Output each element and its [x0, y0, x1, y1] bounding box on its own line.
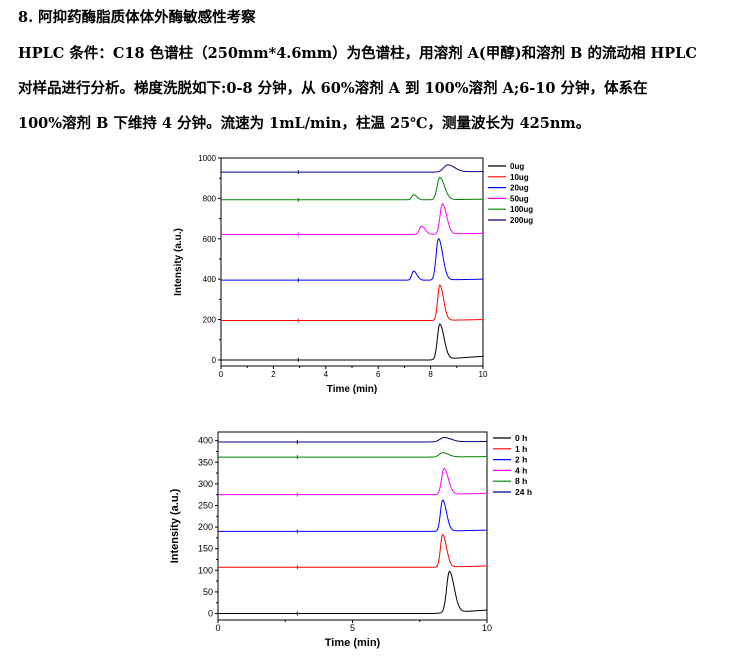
y-tick-label: 0	[212, 356, 217, 365]
x-axis-label: Time (min)	[325, 637, 381, 649]
legend-entry: 2 h	[515, 455, 527, 465]
x-tick-label: 10	[482, 623, 492, 633]
y-tick-label: 50	[203, 587, 213, 597]
legend-entry: 8 h	[515, 476, 527, 486]
series-line-24h	[218, 437, 487, 443]
chart-1: 0 2 4 6 8 10 0 200 400 600 800 1000 Time (min) Intens…	[173, 154, 533, 395]
legend-entry: 0 h	[515, 433, 527, 443]
series-line-2h	[218, 499, 488, 532]
series-line-4h	[218, 467, 488, 496]
y-tick-label: 100	[198, 565, 213, 575]
series-line-10ug	[221, 284, 484, 322]
x-axis-label: Time (min)	[327, 384, 377, 395]
y-tick-label: 0	[208, 609, 213, 619]
y-tick-label: 600	[203, 235, 217, 244]
x-tick-label: 4	[324, 370, 329, 379]
legend-entry: 24 h	[515, 487, 532, 497]
legend-entry: 0ug	[510, 162, 524, 171]
x-tick-label: 10	[479, 370, 488, 379]
legend-entry: 10ug	[510, 173, 529, 182]
y-tick-label: 300	[198, 479, 213, 489]
y-axis-label: Intensity (a.u.)	[169, 488, 181, 563]
series-line-8h	[218, 452, 488, 458]
y-tick-label: 200	[203, 316, 217, 325]
legend-entry: 50ug	[510, 194, 529, 203]
series-line-200ug	[221, 164, 484, 173]
x-tick-label: 0	[219, 370, 224, 379]
paragraph-line-1: HPLC 条件：C18 色谱柱（250mm*4.6mm）为色谱柱，用溶剂 A(甲…	[18, 45, 697, 62]
legend-entry: 100ug	[510, 205, 533, 214]
y-tick-label: 1000	[198, 154, 216, 163]
paragraph-line-2: 对样品进行分析。梯度洗脱如下:0-8 分钟，从 60%溶剂 A 到 100%溶剂…	[18, 80, 648, 97]
legend-entry: 1 h	[515, 444, 527, 454]
y-tick-label: 800	[203, 194, 217, 203]
series-line-1h	[218, 533, 488, 568]
x-tick-label: 8	[428, 370, 433, 379]
series-line-100ug	[221, 176, 483, 201]
x-tick-label: 0	[215, 623, 220, 633]
x-tick-label: 2	[271, 370, 276, 379]
y-tick-label: 400	[198, 436, 213, 446]
x-tick-label: 5	[350, 623, 355, 633]
section-heading: 8. 阿抑药酶脂质体体外酶敏感性考察	[18, 9, 256, 26]
x-tick-label: 6	[376, 370, 381, 379]
paragraph-line-3: 100%溶剂 B 下维持 4 分钟。流速为 1mL/min，柱温 25℃，测量波…	[18, 115, 591, 132]
y-tick-label: 400	[203, 275, 217, 284]
series-line-0h	[218, 570, 488, 615]
y-tick-label: 150	[198, 544, 213, 554]
legend-entry: 4 h	[515, 465, 527, 475]
y-tick-label: 350	[198, 457, 213, 467]
y-tick-label: 200	[198, 522, 213, 532]
y-axis-label: Intensity (a.u.)	[173, 228, 184, 296]
legend-entry: 20ug	[510, 184, 529, 193]
legend-entry: 200ug	[510, 216, 533, 225]
series-line-0ug	[221, 323, 484, 361]
y-tick-label: 250	[198, 500, 213, 510]
series-line-20ug	[221, 237, 484, 281]
series-line-50ug	[221, 203, 484, 235]
